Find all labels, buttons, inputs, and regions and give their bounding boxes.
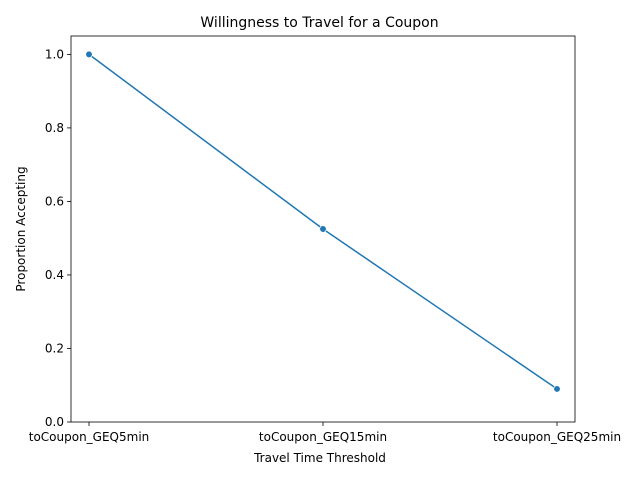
y-tick-label: 0.8: [45, 121, 64, 135]
x-tick-label: toCoupon_GEQ25min: [493, 430, 621, 444]
x-tick-label: toCoupon_GEQ5min: [29, 430, 150, 444]
x-tick-label: toCoupon_GEQ15min: [259, 430, 387, 444]
y-tick-label: 0.6: [45, 194, 64, 208]
data-point: [319, 225, 327, 233]
y-axis-ticks: 0.0 0.2 0.4 0.6 0.8 1.0: [45, 47, 71, 429]
x-axis-ticks: toCoupon_GEQ5min toCoupon_GEQ15min toCoupo…: [29, 422, 621, 444]
series-layer: [85, 50, 561, 393]
chart-title: Willingness to Travel for a Coupon: [200, 15, 438, 31]
data-point: [85, 50, 93, 59]
y-tick-label: 1.0: [45, 47, 64, 61]
y-axis-label: Proportion Accepting: [14, 166, 28, 291]
y-tick-label: 0.4: [45, 268, 64, 282]
data-point: [553, 385, 561, 393]
y-tick-label: 0.0: [45, 415, 64, 429]
plot-frame: [70, 35, 576, 423]
x-axis-label: Travel Time Threshold: [253, 451, 386, 465]
y-tick-label: 0.2: [45, 341, 64, 355]
